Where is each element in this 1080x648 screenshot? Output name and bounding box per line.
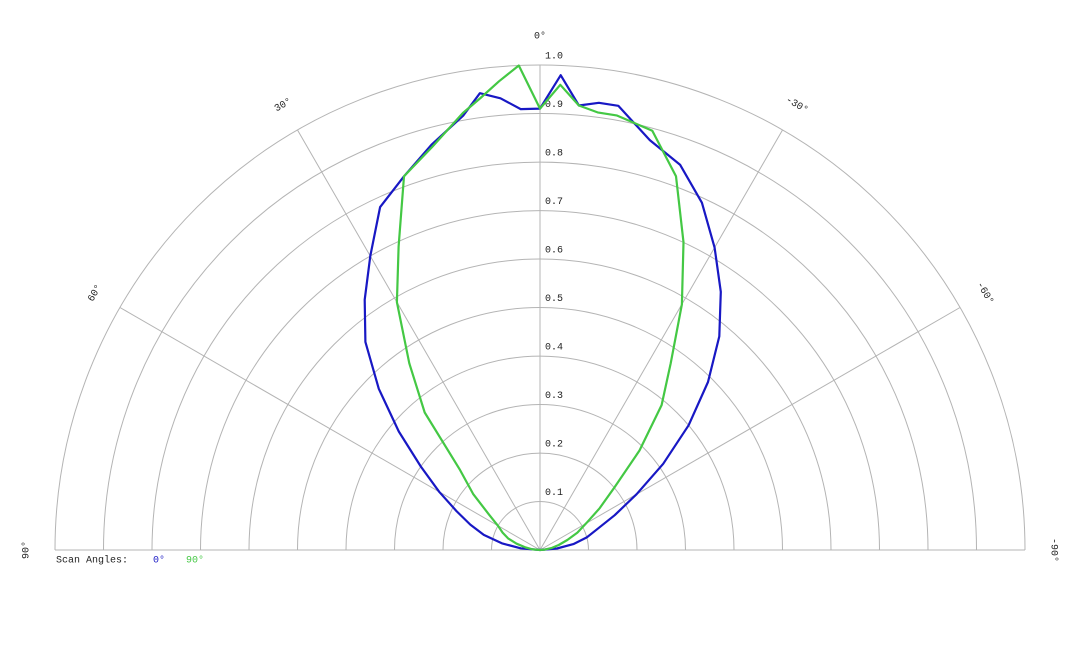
r-tick-label: 0.1 <box>545 488 563 499</box>
series-line <box>395 64 685 552</box>
angle-label: 90° <box>21 541 33 559</box>
angle-label: -30° <box>783 94 810 116</box>
r-tick-label: 0.7 <box>545 197 563 208</box>
grid-spoke <box>539 129 783 551</box>
angle-label: 60° <box>86 283 105 305</box>
r-tick-label: 1.0 <box>545 52 563 63</box>
legend-entry: 90° <box>186 555 204 567</box>
r-tick-label: 0.3 <box>545 391 563 402</box>
grid-spoke <box>119 307 541 551</box>
r-tick-label: 0.6 <box>545 246 563 257</box>
r-tick-label: 0.5 <box>545 294 563 305</box>
grid-spoke <box>539 307 961 551</box>
grid-spoke <box>297 129 541 551</box>
angle-label: 0° <box>534 31 546 43</box>
r-tick-label: 0.9 <box>545 100 563 111</box>
r-tick-label: 0.4 <box>545 343 563 354</box>
grid: 0.1 0.2 0.3 0.4 0.5 0.6 0.7 0.8 0.9 1.0 90° 60° 30° 0… <box>21 31 1060 562</box>
r-tick-label: 0.8 <box>545 149 563 160</box>
legend-title: Scan Angles: <box>56 555 128 567</box>
legend-entry: 0° <box>153 555 165 567</box>
plot-area <box>363 64 722 552</box>
angle-label: -90° <box>1047 538 1059 562</box>
angle-label: 30° <box>273 96 295 115</box>
r-tick-label: 0.2 <box>545 440 563 451</box>
angle-label: -60° <box>973 280 995 307</box>
